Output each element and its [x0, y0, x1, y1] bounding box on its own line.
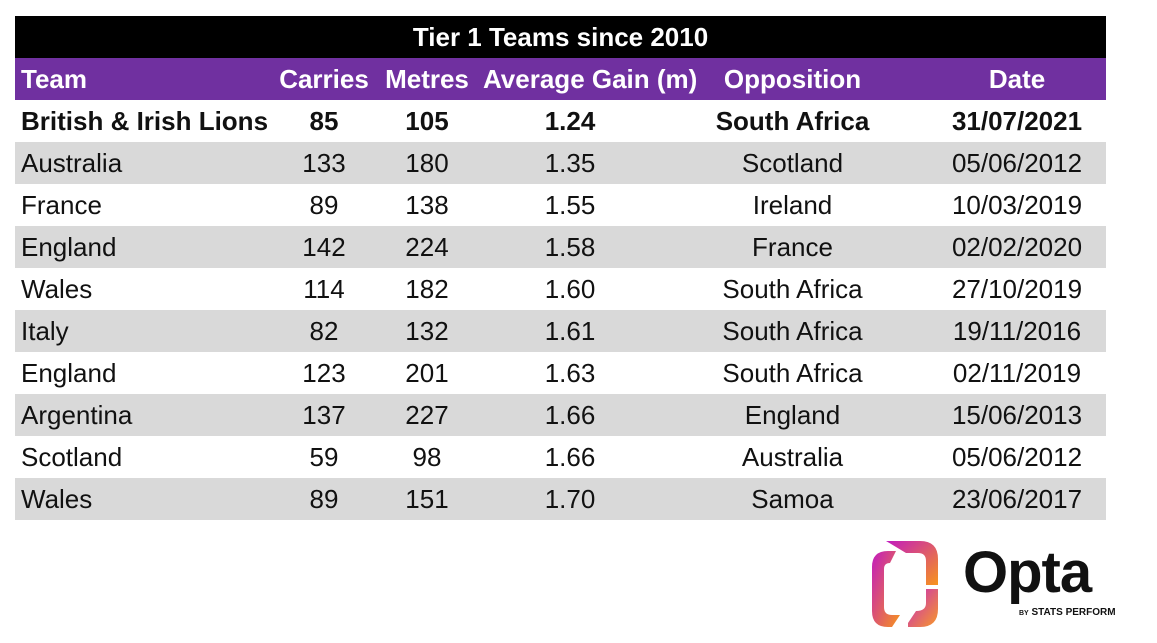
cell-metres: 138: [405, 190, 449, 220]
table-row: England 123 201 1.63 South Africa 02/11/2019: [15, 352, 1106, 394]
cell-average-gain: 1.35: [483, 142, 657, 184]
table-body: British & Irish Lions 85 105 1.24 South Afri…: [15, 100, 1107, 520]
stats-table: Tier 1 Teams since 2010 Team Carries Met…: [15, 16, 1107, 520]
cell-team: Wales: [15, 478, 277, 520]
cell-team: Scotland: [21, 442, 123, 472]
cell-team: Australia: [15, 142, 277, 184]
cell-team: England: [21, 358, 117, 388]
cell-carries: 82: [277, 310, 371, 352]
cell-average-gain: 1.60: [544, 274, 596, 304]
table-row: Argentina 137 227 1.66 England 15/06/2013: [15, 394, 1107, 436]
cell-carries: 89: [277, 478, 371, 520]
column-header-average-gain: Average Gain (m): [483, 58, 697, 100]
cell-team: British & Irish Lions: [21, 106, 269, 136]
cell-opposition: South Africa: [722, 274, 863, 304]
cell-date: 27/10/2019: [951, 274, 1083, 304]
cell-carries: 114: [303, 274, 345, 304]
opta-wordmark: Opta: [963, 540, 1092, 605]
cell-opposition: South Africa: [722, 358, 863, 388]
cell-metres: 180: [371, 142, 483, 184]
cell-team: France: [21, 190, 102, 220]
cell-carries: 137: [277, 394, 371, 436]
cell-average-gain: 1.61: [483, 310, 657, 352]
cell-carries: 133: [277, 142, 371, 184]
cell-team: Argentina: [15, 394, 277, 436]
column-header-metres: Metres: [371, 58, 483, 100]
cell-average-gain: 1.66: [483, 394, 657, 436]
cell-opposition: Australia: [741, 442, 844, 472]
cell-metres: 151: [371, 478, 483, 520]
cell-opposition: England: [657, 394, 928, 436]
cell-date: 05/06/2012: [928, 142, 1107, 184]
cell-carries: 123: [302, 358, 346, 388]
table-row: British & Irish Lions 85 105 1.24 South Afri…: [15, 100, 1106, 142]
header-row: Team Carries Metres Average Gain (m) Opp…: [15, 58, 1107, 100]
cell-carries: 59: [309, 442, 339, 472]
cell-opposition: France: [657, 226, 928, 268]
column-header-team: Team: [15, 58, 277, 100]
opta-mark-icon: [872, 541, 938, 627]
cell-metres: 227: [371, 394, 483, 436]
cell-metres: 182: [405, 274, 449, 304]
cell-average-gain: 1.70: [483, 478, 657, 520]
cell-opposition: Ireland: [752, 190, 833, 220]
cell-metres: 105: [405, 106, 449, 136]
cell-average-gain: 1.66: [544, 442, 596, 472]
cell-average-gain: 1.58: [483, 226, 657, 268]
table-row: Wales 89 151 1.70 Samoa 23/06/2017: [15, 478, 1107, 520]
cell-metres: 224: [371, 226, 483, 268]
table-row: Scotland 59 98 1.66 Australia 05/06/2012: [15, 436, 1106, 478]
cell-opposition: South Africa: [657, 310, 928, 352]
cell-date: 31/07/2021: [951, 106, 1083, 136]
column-header-date: Date: [928, 58, 1107, 100]
opta-company: STATS PERFORM: [1031, 607, 1116, 618]
cell-average-gain: 1.55: [544, 190, 596, 220]
cell-date: 02/11/2019: [952, 358, 1082, 388]
cell-metres: 201: [405, 358, 449, 388]
column-header-opposition: Opposition: [657, 58, 928, 100]
cell-carries: 85: [309, 106, 339, 136]
cell-date: 23/06/2017: [928, 478, 1107, 520]
cell-date: 15/06/2013: [928, 394, 1107, 436]
cell-opposition: Samoa: [657, 478, 928, 520]
column-header-carries: Carries: [277, 58, 371, 100]
cell-date: 02/02/2020: [928, 226, 1107, 268]
table-row: England 142 224 1.58 France 02/02/2020: [15, 226, 1107, 268]
cell-date: 10/03/2019: [951, 190, 1083, 220]
table-title: Tier 1 Teams since 2010: [15, 16, 1107, 58]
cell-team: Wales: [21, 274, 93, 304]
cell-team: England: [15, 226, 277, 268]
opta-by: BY: [1019, 610, 1029, 617]
cell-average-gain: 1.63: [544, 358, 596, 388]
table-row: Italy 82 132 1.61 South Africa 19/11/2016: [15, 310, 1107, 352]
cell-metres: 98: [412, 442, 442, 472]
cell-carries: 89: [309, 190, 339, 220]
opta-byline: BY STATS PERFORM: [1019, 607, 1116, 620]
cell-opposition: South Africa: [715, 106, 870, 136]
cell-date: 05/06/2012: [951, 442, 1083, 472]
opta-logo: Opta BY STATS PERFORM: [868, 537, 1138, 632]
cell-carries: 142: [277, 226, 371, 268]
cell-opposition: Scotland: [657, 142, 928, 184]
table-row: France 89 138 1.55 Ireland 10/03/2019: [15, 184, 1106, 226]
title-row: Tier 1 Teams since 2010: [15, 16, 1107, 58]
table-row: Wales 114 182 1.60 South Africa 27/10/2019: [15, 268, 1106, 310]
cell-team: Italy: [15, 310, 277, 352]
cell-metres: 132: [371, 310, 483, 352]
cell-date: 19/11/2016: [928, 310, 1107, 352]
cell-average-gain: 1.24: [544, 106, 596, 136]
table-row: Australia 133 180 1.35 Scotland 05/06/2012: [15, 142, 1107, 184]
